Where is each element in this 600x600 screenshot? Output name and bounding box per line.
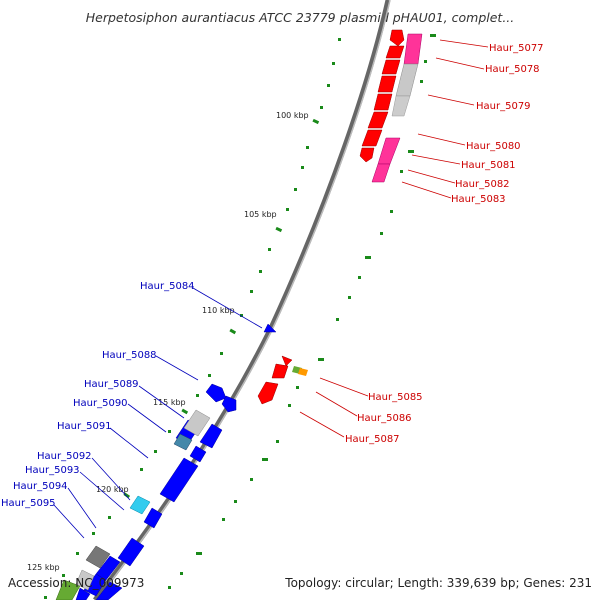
gene-label[interactable]: Haur_5095 [1,498,56,509]
pseudo-feature[interactable] [403,33,423,65]
pseudo-feature[interactable] [183,409,211,437]
misc-features-right [292,33,423,376]
leader-lines-reverse [53,287,263,539]
pseudo-feature[interactable] [391,95,411,117]
scale-labels: 100 kbp 105 kbp 110 kbp 115 kbp 120 kbp … [27,111,309,572]
leader-lines-forward [299,39,489,438]
gene-label[interactable]: Haur_5085 [368,392,423,403]
gene-arrow[interactable] [257,381,279,405]
gene-labels-forward: Haur_5077 Haur_5078 Haur_5079 Haur_5080 … [345,43,544,445]
accession-text: Accession: NC_009973 [8,576,144,590]
gene-arrow[interactable] [75,587,91,600]
forward-genes [257,29,405,405]
gene-arrow[interactable] [117,537,145,567]
gene-arrow[interactable] [221,395,237,413]
gene-arrow[interactable] [367,111,389,129]
gene-arrow[interactable] [389,29,405,47]
gene-arrow[interactable] [95,581,123,600]
gene-arrow[interactable] [385,45,405,59]
map-title: Herpetosiphon aurantiacus ATCC 23779 pla… [86,10,515,25]
gene-arrow[interactable] [381,59,401,75]
gene-label[interactable]: Haur_5091 [57,421,112,432]
misc-feature[interactable] [173,433,193,451]
scale-label: 110 kbp [202,306,235,315]
misc-feature[interactable] [129,495,151,515]
gene-label[interactable]: Haur_5090 [73,398,128,409]
gene-label[interactable]: Haur_5083 [451,194,506,205]
misc-feature[interactable] [55,579,81,600]
gene-arrow[interactable] [271,363,289,379]
gene-arrow[interactable] [143,507,163,529]
gene-labels-reverse: Haur_5084 Haur_5088 Haur_5089 Haur_5090 … [1,281,195,509]
pseudo-feature[interactable] [371,163,391,183]
gc-skew-inner [168,34,436,589]
gene-label[interactable]: Haur_5082 [455,179,510,190]
gene-label[interactable]: Haur_5087 [345,434,400,445]
gc-skew-outer [44,38,341,599]
gene-arrow[interactable] [205,383,227,403]
misc-feature[interactable] [75,569,95,591]
gene-arrow[interactable] [281,355,293,367]
gene-label[interactable]: Haur_5079 [476,101,531,112]
scale-label: 115 kbp [153,398,186,407]
pseudo-feature[interactable] [395,63,419,97]
misc-feature[interactable] [85,545,111,569]
gene-label[interactable]: Haur_5081 [461,160,516,171]
gene-label[interactable]: Haur_5078 [485,64,540,75]
gene-label[interactable]: Haur_5088 [102,350,157,361]
gene-label[interactable]: Haur_5093 [25,465,80,476]
gene-arrow[interactable] [199,423,223,449]
gene-label[interactable]: Haur_5094 [13,481,68,492]
gene-arrow[interactable] [377,75,397,93]
small-feature[interactable] [298,368,308,376]
scale-label: 120 kbp [96,485,129,494]
gene-label[interactable]: Haur_5077 [489,43,544,54]
gene-label[interactable]: Haur_5092 [37,451,92,462]
gene-label[interactable]: Haur_5086 [357,413,412,424]
gene-arrow[interactable] [373,93,393,111]
scale-label: 125 kbp [27,563,60,572]
gene-label[interactable]: Haur_5080 [466,141,521,152]
gene-arrow[interactable] [159,457,199,503]
gene-label[interactable]: Haur_5089 [84,379,139,390]
gene-arrow[interactable] [189,445,207,463]
scale-label: 105 kbp [244,210,277,219]
pseudo-feature[interactable] [377,137,401,165]
gene-label[interactable]: Haur_5084 [140,281,195,292]
gene-arrow[interactable] [263,323,277,333]
summary-text: Topology: circular; Length: 339,639 bp; … [284,576,592,590]
misc-features-left [55,409,211,600]
gene-arrow[interactable] [361,129,383,147]
gene-arrow[interactable] [359,147,375,163]
scale-label: 100 kbp [276,111,309,120]
